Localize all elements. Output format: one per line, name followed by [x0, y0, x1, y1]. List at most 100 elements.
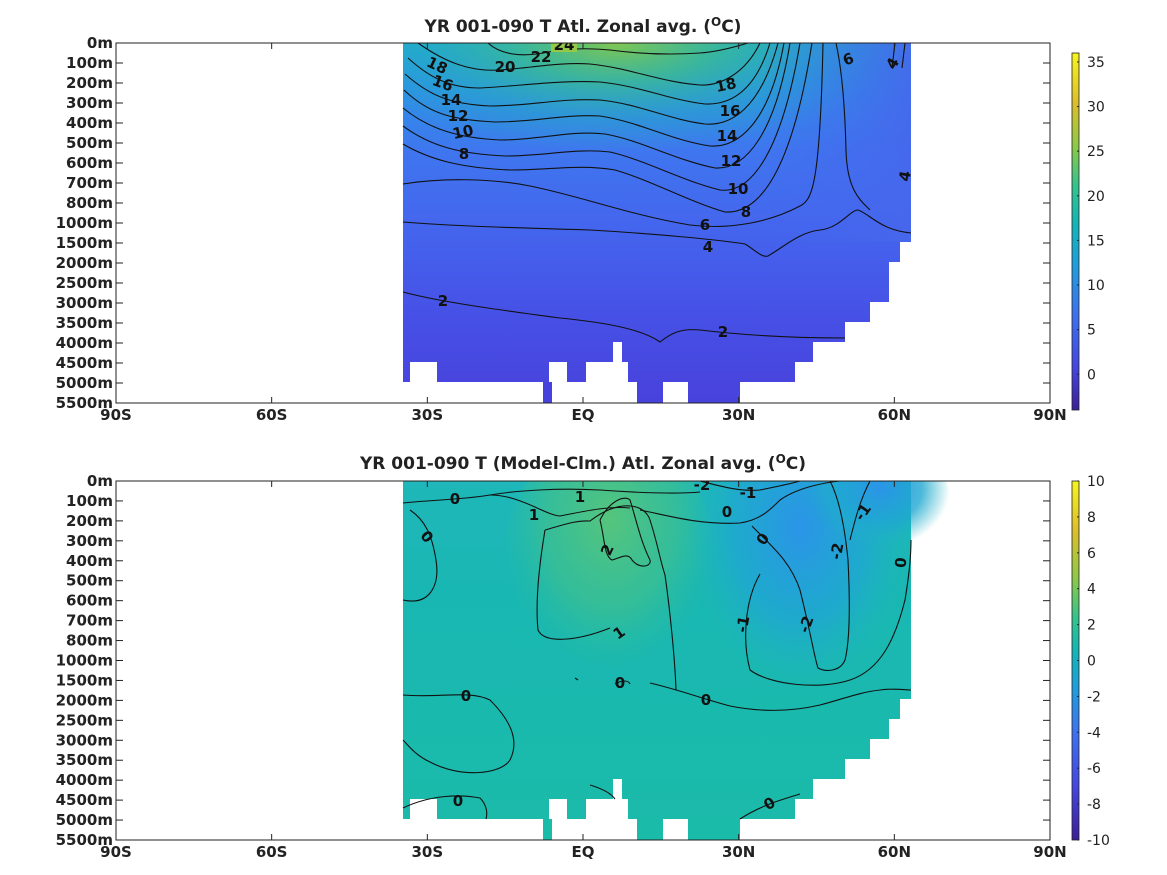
contour-label: 1 [529, 506, 539, 524]
x-tick-label: 60S [256, 843, 288, 861]
contour-label: 0 [461, 687, 471, 705]
panel-bottom: YR 001-090 T (Model-Clm.) Atl. Zonal avg… [56, 452, 1110, 861]
y-tick-label: 2500m [56, 274, 113, 292]
y-tick-label: 4500m [56, 354, 113, 372]
contour-label: 18 [714, 74, 738, 96]
y-tick-label: 100m [66, 54, 113, 72]
anomaly-field: 0 1 1 -2 -1 0 -1 0 2 0 -2 0 1 -1 -2 0 0 … [402, 476, 950, 840]
y-tick-label: 500m [66, 572, 113, 590]
y-tick-label: 300m [66, 532, 113, 550]
colorbar-tick-label: -4 [1087, 725, 1101, 741]
y-tick-label: 2000m [56, 254, 113, 272]
axes-top: 90S 60S 30S EQ 30N 60N 90N 0m 100m 200m 300m 400m 50… [56, 34, 1067, 424]
y-tick-label: 200m [66, 512, 113, 530]
colorbar-tick-label: 25 [1087, 144, 1105, 160]
y-tick-label: 3500m [56, 314, 113, 332]
contour-labels-top: 24 22 20 18 16 14 12 10 8 18 16 14 12 10… [424, 36, 915, 341]
y-tick-label: 4000m [56, 334, 113, 352]
contour-label: 0 [701, 691, 711, 709]
colorbar-tick-label: 10 [1087, 278, 1105, 294]
x-tick-label: 90S [100, 406, 132, 424]
contour-label: -2 [795, 613, 818, 635]
x-tick-label: 60N [878, 843, 911, 861]
colorbar-tick-label: 20 [1087, 189, 1105, 205]
colorbar [1071, 52, 1080, 411]
contour-label: 8 [741, 203, 751, 221]
x-tick-label: 30N [722, 406, 755, 424]
y-tick-label: 400m [66, 552, 113, 570]
contour-label: 16 [720, 102, 741, 120]
y-tick-label: 700m [66, 174, 113, 192]
x-tick-label: 30S [411, 843, 443, 861]
contour-label: 6 [700, 216, 710, 234]
y-tick-label: 3000m [56, 294, 113, 312]
y-tick-label: 1000m [56, 652, 113, 670]
y-tick-label: 5000m [56, 811, 113, 829]
x-tick-label: 90N [1033, 843, 1066, 861]
colorbar-tick-label: -10 [1087, 833, 1110, 849]
contour-label: 14 [717, 127, 738, 145]
contour-label: 24 [554, 36, 575, 54]
y-tick-label: 600m [66, 154, 113, 172]
colorbar-tick-label: 30 [1087, 100, 1105, 116]
contour-label: -1 [733, 614, 754, 634]
contour-label: 4 [895, 169, 915, 182]
contour-label: 0 [615, 674, 625, 692]
contour-label: 0 [892, 557, 911, 569]
y-tick-label: 4500m [56, 791, 113, 809]
x-tick-label: 30N [722, 843, 755, 861]
y-tick-label: 100m [66, 492, 113, 510]
contour-lines [402, 481, 912, 820]
x-tick-label: 30S [411, 406, 443, 424]
contour-label: 0 [453, 792, 463, 810]
colorbar-ticks-top: 0 5 10 15 20 25 30 35 [1077, 55, 1105, 383]
colorbar-tick-label: 0 [1087, 367, 1096, 383]
colorbar-tick-label: 8 [1087, 510, 1096, 526]
colorbar-tick-label: 5 [1087, 323, 1096, 339]
y-tick-label: 5500m [56, 831, 113, 849]
contour-label: -2 [694, 476, 711, 494]
colorbar-tick-label: -6 [1087, 761, 1101, 777]
y-tick-label: 4000m [56, 771, 113, 789]
contour-label: 1 [575, 488, 585, 506]
y-tick-label: 3000m [56, 731, 113, 749]
colorbar-tick-label: 4 [1087, 582, 1096, 598]
contour-label: 14 [441, 91, 462, 109]
x-tick-label: EQ [572, 843, 595, 861]
y-tick-label: 0m [87, 34, 113, 52]
contour-label: 2 [718, 323, 728, 341]
y-tick-label: 700m [66, 612, 113, 630]
y-tick-label: 300m [66, 94, 113, 112]
y-tick-label: 2500m [56, 711, 113, 729]
x-tick-label: EQ [572, 406, 595, 424]
y-tick-label: 0m [87, 472, 113, 490]
y-tick-label: 2000m [56, 691, 113, 709]
contour-label: 0 [450, 490, 460, 508]
colorbar-tick-label: 35 [1087, 55, 1105, 71]
contour-label: 10 [451, 121, 475, 143]
colorbar-tick-label: 0 [1087, 654, 1096, 670]
x-tick-label: 90S [100, 843, 132, 861]
colorbar-tick-label: 2 [1087, 618, 1096, 634]
y-tick-label: 400m [66, 114, 113, 132]
temperature-field: 24 22 20 18 16 14 12 10 8 18 16 14 12 10… [402, 36, 915, 403]
contour-label: -2 [827, 541, 848, 561]
contour-label: 8 [459, 145, 469, 163]
contour-label: 4 [703, 238, 713, 256]
contour-label: 12 [448, 107, 469, 125]
y-tick-label: 1500m [56, 671, 113, 689]
y-tick-label: 600m [66, 592, 113, 610]
y-tick-label: 1500m [56, 234, 113, 252]
colorbar-ticks-bottom: -10 -8 -6 -4 -2 0 2 4 6 8 10 [1077, 474, 1110, 849]
colorbar-tick-label: -8 [1087, 797, 1101, 813]
contour-lines [402, 43, 912, 343]
y-tick-label: 3500m [56, 751, 113, 769]
x-tick-label: 60N [878, 406, 911, 424]
chart-title: YR 001-090 T (Model-Clm.) Atl. Zonal avg… [359, 452, 806, 474]
axes-bottom: 90S 60S 30S EQ 30N 60N 90N 0m 100m 200m 300m 400m 50… [56, 472, 1067, 861]
y-tick-label: 1000m [56, 214, 113, 232]
contour-label: 20 [495, 58, 516, 76]
contour-label: 10 [728, 180, 749, 198]
contour-label: 22 [531, 48, 552, 66]
chart-title: YR 001-090 T Atl. Zonal avg. (OC) [424, 15, 742, 37]
